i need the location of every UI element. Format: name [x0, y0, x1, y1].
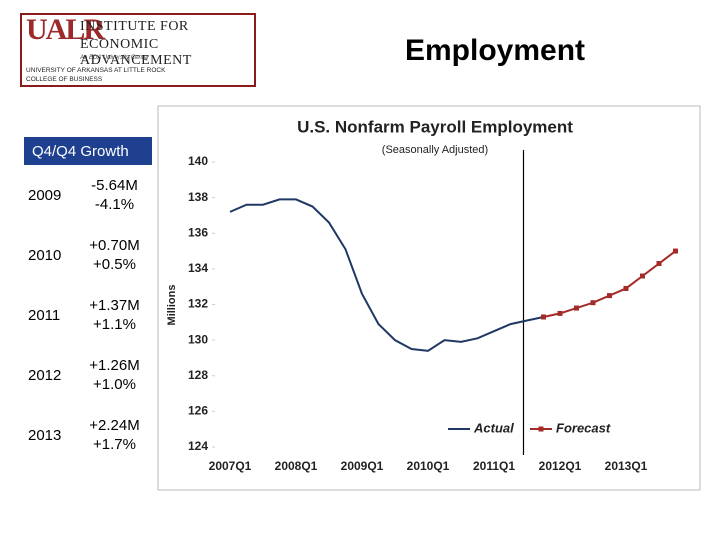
chart-subtitle: (Seasonally Adjusted): [382, 144, 488, 156]
point: [557, 310, 563, 316]
logo-text: UNIVERSITY OF ARKANSAS AT LITTLE ROCK: [26, 67, 166, 74]
logo-text: INSTITUTE FOR: [80, 19, 189, 34]
y-axis-label: Millions: [166, 285, 178, 326]
growth-count: -5.64M: [91, 177, 138, 194]
chart-title: U.S. Nonfarm Payroll Employment: [297, 117, 573, 136]
series-line: [543, 250, 677, 318]
logo: UALR INSTITUTE FOR ECONOMIC ADVANCEMENT …: [20, 13, 256, 87]
x-tick-label: 2008Q1: [275, 459, 318, 473]
growth-pct: +1.1%: [93, 316, 136, 333]
year: 2011: [28, 306, 61, 324]
point: [590, 300, 596, 306]
growth: -5.64M -4.1%: [77, 165, 152, 225]
logo-text: COLLEGE OF BUSINESS: [26, 76, 103, 83]
y-tick-label: 124: [188, 439, 208, 453]
growth: +1.37M +1.1%: [77, 285, 152, 345]
x-tick-label: 2012Q1: [539, 459, 582, 473]
series-line: [229, 198, 544, 352]
chart-frame: [157, 105, 701, 491]
growth: +1.26M +1.0%: [77, 345, 152, 405]
point: [656, 261, 662, 267]
growth-pct: +1.0%: [93, 376, 136, 393]
logo-mark: UALR: [26, 13, 105, 46]
growth-pct: -4.1%: [94, 196, 135, 213]
logo-text: ECONOMIC ADVANCEMENT: [80, 37, 192, 68]
y-tick-label: 130: [188, 332, 208, 346]
legend-label: Actual: [473, 420, 514, 435]
y-tick-label: 136: [188, 225, 208, 239]
growth-pct: +1.7%: [93, 436, 136, 453]
growth: +0.70M +0.5%: [77, 225, 152, 285]
y-tick-label: 138: [188, 190, 208, 204]
year: 2013: [28, 426, 62, 444]
logo-text: An EDA University Center: [80, 55, 149, 61]
x-tick-label: 2010Q1: [407, 459, 450, 473]
growth-count: +2.24M: [89, 417, 140, 434]
legend-label: Forecast: [556, 420, 611, 435]
table-header: Q4/Q4 Growth: [24, 137, 152, 165]
point: [574, 305, 579, 311]
y-tick-label: 132: [188, 297, 208, 311]
y-tick-label: 134: [188, 261, 208, 275]
year: 2012: [28, 366, 62, 384]
x-tick-label: 2009Q1: [341, 459, 384, 473]
growth: +2.24M +1.7%: [77, 405, 152, 465]
year: 2009: [28, 186, 62, 204]
point: [607, 293, 612, 299]
x-tick-label: 2013Q1: [605, 459, 648, 473]
x-tick-label: 2007Q1: [209, 459, 252, 473]
table-row: 2010 +0.70M +0.5%: [24, 225, 152, 285]
y-tick-label: 126: [188, 404, 208, 418]
growth-pct: +0.5%: [93, 256, 136, 273]
legend-marker: [538, 426, 544, 432]
growth-count: +1.37M: [89, 297, 140, 314]
point: [541, 314, 546, 320]
year: 2010: [28, 246, 62, 264]
y-tick-label: 140: [188, 154, 208, 168]
growth-count: +1.26M: [89, 357, 140, 374]
growth-count: +0.70M: [89, 237, 140, 254]
slide-title: Employment: [404, 34, 586, 67]
growth-table: Q4/Q4 Growth 2009 -5.64M -4.1% 2010 +0.70M +0…: [24, 137, 152, 465]
x-tick-label: 2011Q1: [473, 459, 515, 473]
table-row: 2012 +1.26M +1.0%: [24, 345, 152, 405]
table-row: 2013 +2.24M +1.7%: [24, 405, 152, 465]
point: [640, 273, 645, 279]
point: [673, 248, 678, 254]
y-tick-label: 128: [188, 368, 208, 382]
table-row: 2009 -5.64M -4.1%: [24, 165, 152, 225]
point: [623, 285, 629, 291]
table-row: 2011 +1.37M +1.1%: [24, 285, 152, 345]
